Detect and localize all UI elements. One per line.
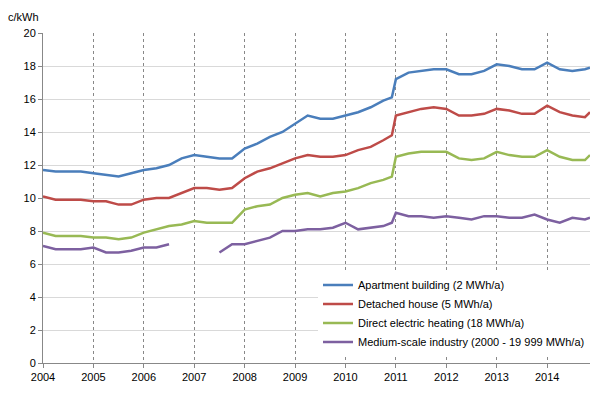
svg-text:2005: 2005: [81, 371, 105, 383]
svg-text:Medium-scale industry (2000 -: Medium-scale industry (2000 - 19 999 MWh…: [358, 336, 584, 348]
svg-text:18: 18: [24, 60, 36, 72]
svg-text:2014: 2014: [535, 371, 559, 383]
svg-text:12: 12: [24, 159, 36, 171]
svg-text:14: 14: [24, 126, 36, 138]
svg-text:20: 20: [24, 27, 36, 39]
svg-text:4: 4: [30, 291, 36, 303]
svg-text:0: 0: [30, 357, 36, 369]
svg-text:8: 8: [30, 225, 36, 237]
svg-text:Direct electric heating (18 MW: Direct electric heating (18 MWh/a): [358, 317, 524, 329]
svg-text:2012: 2012: [434, 371, 458, 383]
svg-text:2004: 2004: [31, 371, 55, 383]
svg-text:2007: 2007: [182, 371, 206, 383]
svg-text:2008: 2008: [232, 371, 256, 383]
svg-text:Apartment building (2 MWh/a): Apartment building (2 MWh/a): [358, 279, 504, 291]
svg-text:2006: 2006: [132, 371, 156, 383]
svg-text:2011: 2011: [384, 371, 408, 383]
svg-text:2013: 2013: [484, 371, 508, 383]
svg-text:Detached house (5 MWh/a): Detached house (5 MWh/a): [358, 298, 493, 310]
svg-text:2009: 2009: [283, 371, 307, 383]
svg-text:16: 16: [24, 93, 36, 105]
svg-text:10: 10: [24, 192, 36, 204]
svg-text:2010: 2010: [333, 371, 357, 383]
svg-text:2: 2: [30, 324, 36, 336]
svg-text:c/kWh: c/kWh: [8, 11, 39, 23]
svg-text:6: 6: [30, 258, 36, 270]
